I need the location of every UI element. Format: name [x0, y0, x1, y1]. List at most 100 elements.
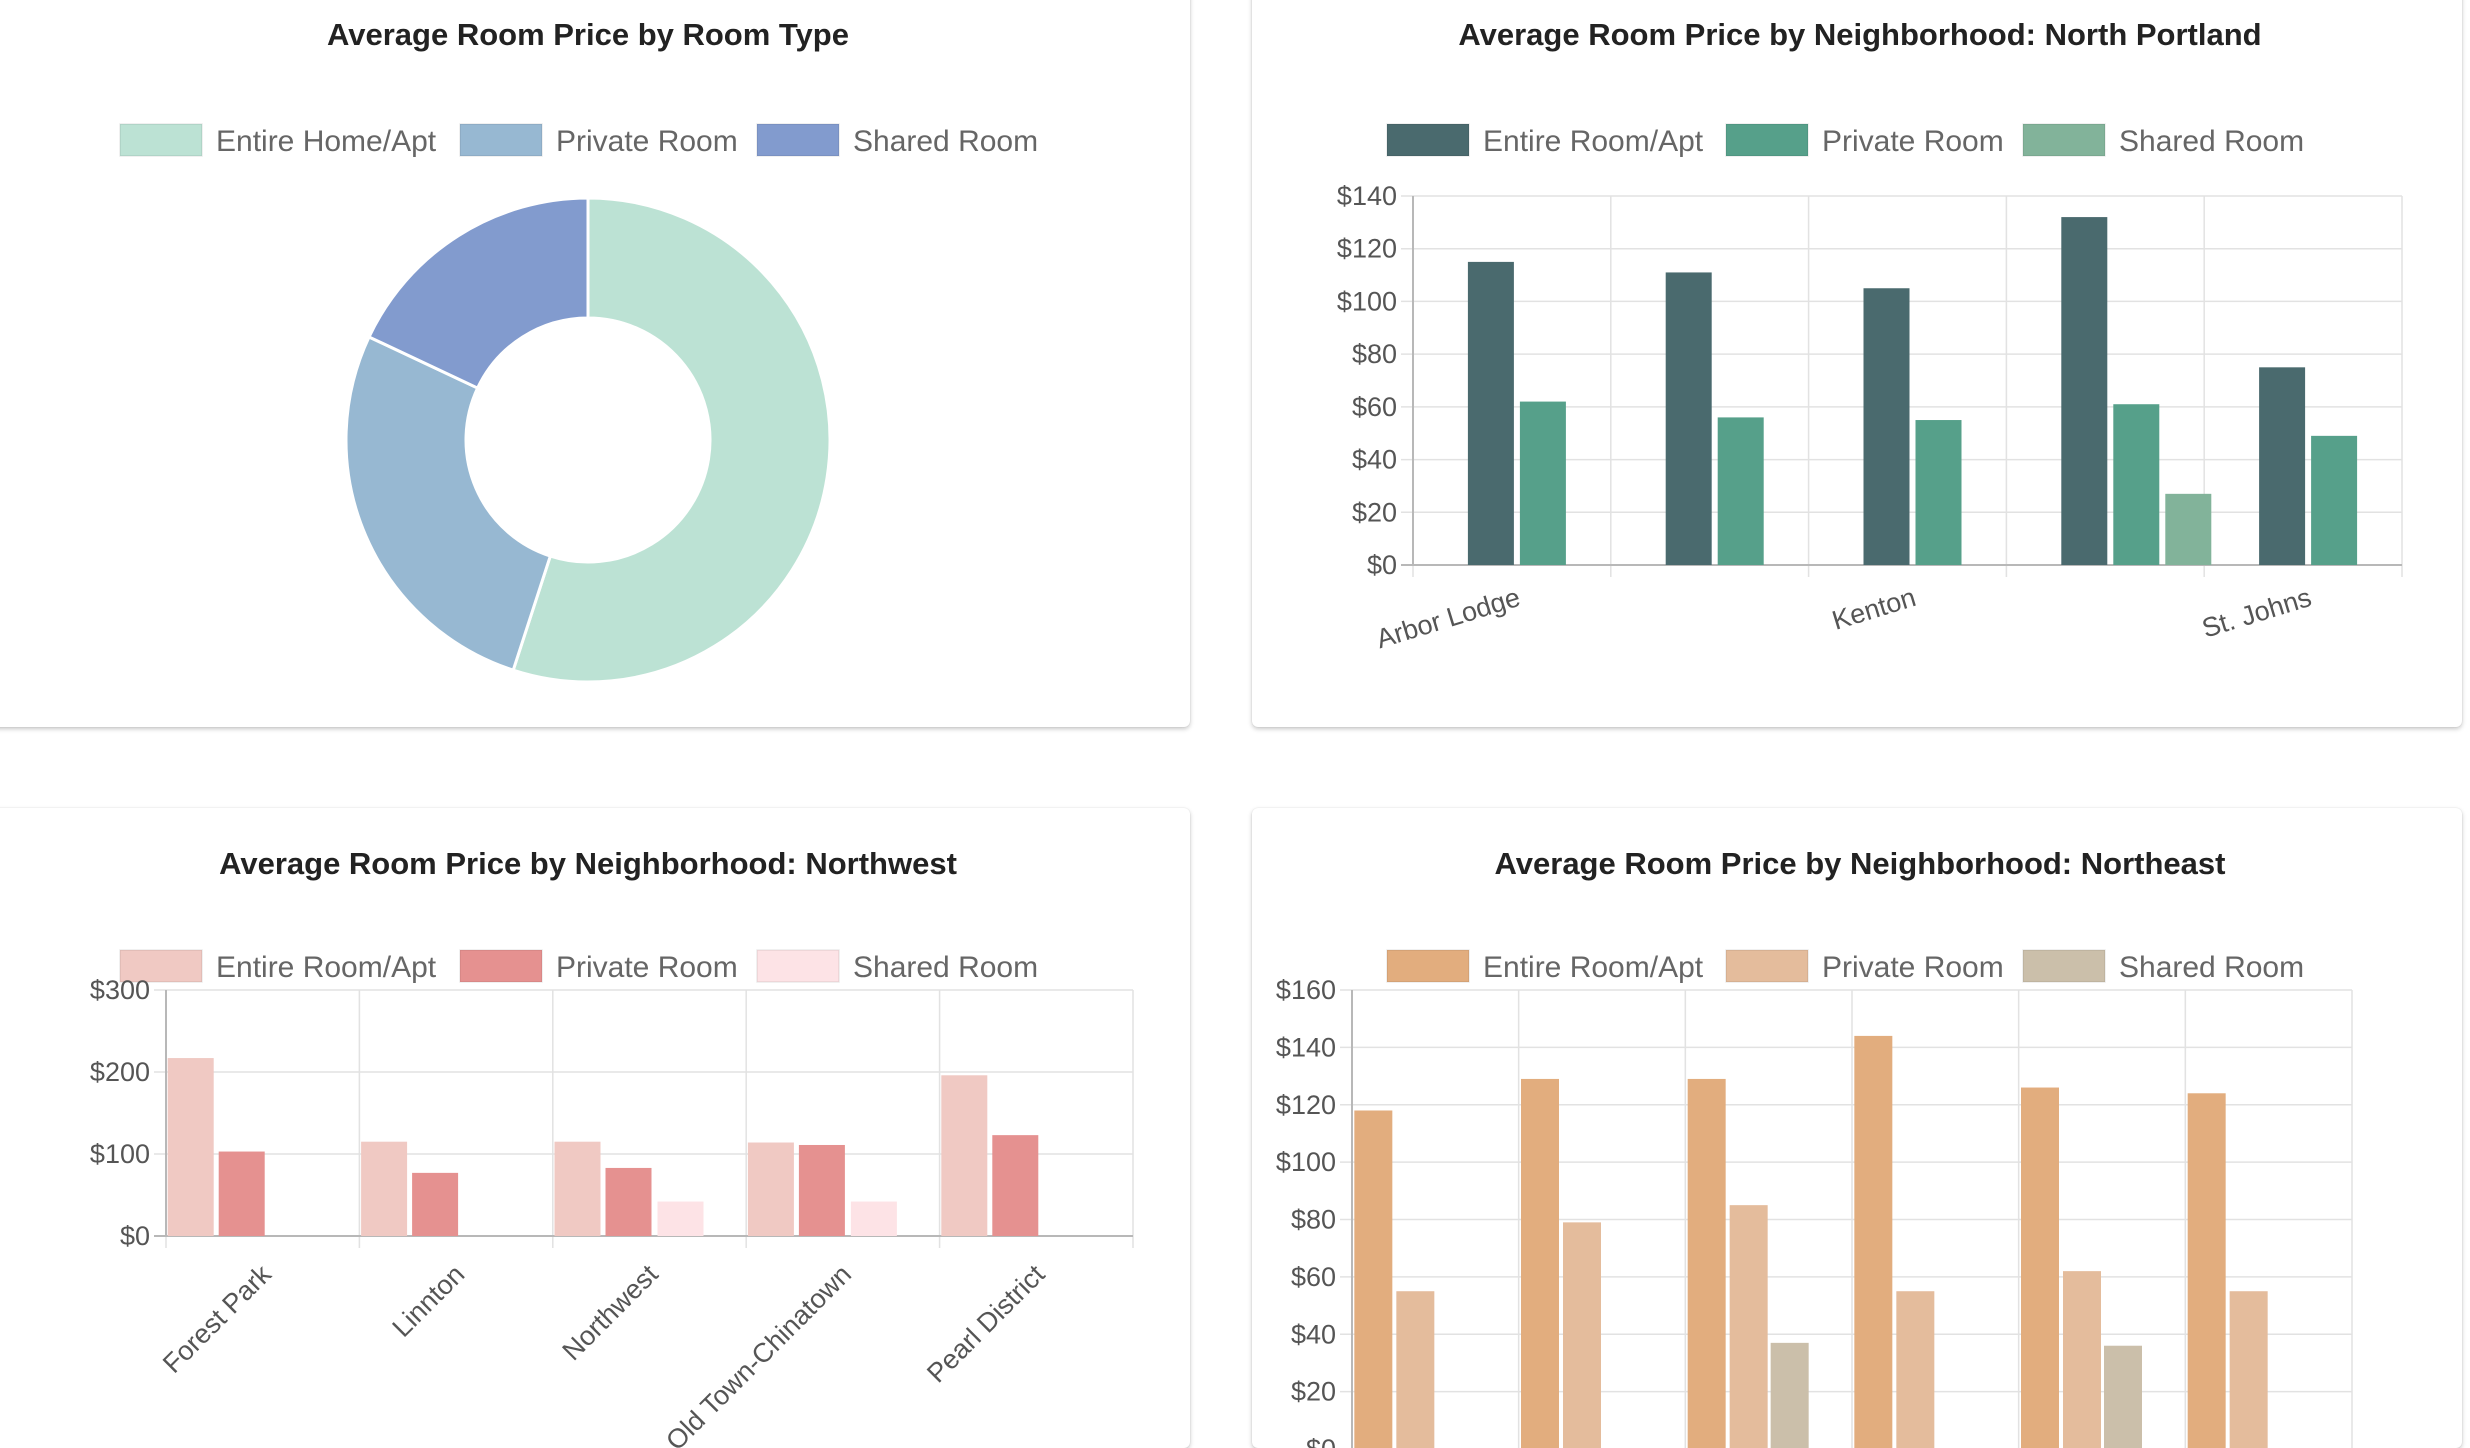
bar-entire-room-apt-group-4 [2061, 217, 2108, 566]
northwest-bar-chart: Average Room Price by Neighborhood: Nort… [90, 846, 1134, 1448]
north-portland-bar-chart: Average Room Price by Neighborhood: Nort… [1337, 17, 2403, 654]
y-tick-label: $80 [1291, 1205, 1336, 1235]
bar-private-room-st-johns [2311, 435, 2358, 565]
legend-swatch-private-room [459, 949, 543, 983]
y-tick-label: $80 [1352, 339, 1397, 369]
x-tick-label-pearl-district: Pearl District [921, 1259, 1051, 1389]
legend-label-shared-room: Shared Room [2119, 125, 2304, 158]
legend-label-entire-room-apt: Entire Room/Apt [216, 951, 437, 984]
bar-entire-room-apt-forest-park [167, 1058, 214, 1236]
room-type-doughnut-chart: Average Room Price by Room Type Entire Ho… [119, 17, 1038, 684]
bar-entire-room-apt-st-johns [2259, 367, 2306, 565]
bar-entire-room-apt-group-2 [1665, 272, 1712, 565]
bar-entire-room-apt-old-town-chinatown [747, 1142, 794, 1236]
legend-swatch-private-room [1725, 123, 1809, 157]
x-tick-label-arbor-lodge: Arbor Lodge [1373, 582, 1524, 654]
legend-label-entire-room-apt: Entire Room/Apt [1483, 951, 1704, 984]
y-tick-label: $0 [120, 1221, 150, 1251]
bar-private-room-arbor-lodge [1519, 401, 1566, 565]
bar-private-room-linnton [412, 1172, 459, 1236]
legend-label-entire-room-apt: Entire Room/Apt [1483, 125, 1704, 158]
bar-private-room-group-4 [2113, 404, 2160, 565]
bar-entire-room-apt-linnton [361, 1141, 408, 1236]
bar-private-room-group-6 [2229, 1291, 2268, 1448]
bar-shared-room-northwest [657, 1201, 704, 1236]
y-tick-label: $160 [1276, 975, 1336, 1005]
north-portland-chart-card: Average Room Price by Neighborhood: Nort… [1252, 0, 2462, 727]
bar-private-room-group-1 [1396, 1291, 1435, 1448]
y-tick-label: $60 [1352, 392, 1397, 422]
x-tick-label-linnton: Linnton [386, 1259, 470, 1343]
bar-entire-room-apt-group-2 [1521, 1078, 1559, 1448]
room-type-chart-card: Average Room Price by Room Type Entire Ho… [0, 0, 1190, 727]
bar-entire-room-apt-kenton [1863, 288, 1910, 565]
bar-private-room-pearl-district [992, 1135, 1039, 1236]
bar-private-room-group-3 [1729, 1205, 1768, 1448]
chart-title: Average Room Price by Neighborhood: Nort… [219, 846, 957, 881]
legend-swatch-entire-room-apt [1386, 949, 1470, 983]
legend-swatch-shared-room [2022, 123, 2106, 157]
bar-shared-room-group-3 [1770, 1342, 1809, 1448]
y-tick-label: $140 [1276, 1032, 1336, 1062]
x-tick-label-northwest: Northwest [557, 1259, 665, 1367]
legend-label-private-room: Private Room [1822, 125, 2004, 158]
y-tick-label: $200 [90, 1057, 150, 1087]
legend-label-shared-room: Shared Room [853, 951, 1038, 984]
x-tick-label-st-johns: St. Johns [2198, 582, 2314, 644]
bar-shared-room-group-4 [2165, 493, 2212, 565]
y-tick-label: $300 [90, 975, 150, 1005]
y-tick-label: $0 [1306, 1434, 1336, 1448]
y-tick-label: $120 [1276, 1090, 1336, 1120]
bar-entire-room-apt-group-1 [1354, 1110, 1393, 1448]
legend-swatch-private-room [459, 123, 543, 157]
chart-title: Average Room Price by Room Type [327, 17, 849, 52]
y-tick-label: $120 [1337, 234, 1397, 264]
y-tick-label: $100 [1337, 286, 1397, 316]
bar-private-room-group-4 [1896, 1291, 1935, 1448]
y-tick-label: $60 [1291, 1262, 1336, 1292]
bar-entire-room-apt-arbor-lodge [1467, 261, 1514, 565]
y-tick-label: $20 [1352, 497, 1397, 527]
y-tick-label: $140 [1337, 181, 1397, 211]
bar-entire-room-apt-group-3 [1687, 1078, 1726, 1448]
y-tick-label: $20 [1291, 1377, 1336, 1407]
y-tick-label: $0 [1367, 550, 1397, 580]
northeast-bar-chart: Average Room Price by Neighborhood: Nort… [1276, 846, 2353, 1448]
bar-shared-room-old-town-chinatown [850, 1201, 897, 1236]
bar-private-room-group-2 [1717, 417, 1764, 565]
chart-title: Average Room Price by Neighborhood: Nort… [1495, 846, 2226, 881]
bar-entire-room-apt-northwest [554, 1141, 601, 1236]
legend-label-entire-home-apt: Entire Home/Apt [216, 125, 437, 158]
bar-private-room-old-town-chinatown [798, 1144, 845, 1236]
bar-private-room-kenton [1915, 420, 1962, 565]
legend-swatch-shared-room [756, 123, 840, 157]
northwest-chart-card: Average Room Price by Neighborhood: Nort… [0, 808, 1190, 1448]
legend-label-shared-room: Shared Room [2119, 951, 2304, 984]
slice-entire-home-apt [511, 196, 832, 684]
x-tick-label-kenton: Kenton [1829, 582, 1920, 636]
bar-private-room-northwest [605, 1167, 652, 1236]
bar-private-room-group-5 [2063, 1271, 2101, 1448]
chart-title: Average Room Price by Neighborhood: Nort… [1458, 17, 2261, 52]
legend-label-private-room: Private Room [556, 951, 738, 984]
y-tick-label: $40 [1291, 1319, 1336, 1349]
y-tick-label: $100 [1276, 1147, 1336, 1177]
slice-private-room [344, 334, 553, 673]
legend-label-private-room: Private Room [556, 125, 738, 158]
y-tick-label: $40 [1352, 445, 1397, 475]
legend-swatch-entire-room-apt [1386, 123, 1470, 157]
bar-entire-room-apt-pearl-district [941, 1075, 988, 1236]
legend-swatch-entire-home-apt [119, 123, 203, 157]
y-tick-label: $100 [90, 1139, 150, 1169]
x-tick-label-forest-park: Forest Park [157, 1259, 277, 1379]
bar-private-room-group-2 [1563, 1222, 1601, 1448]
legend-swatch-shared-room [756, 949, 840, 983]
northeast-chart-card: Average Room Price by Neighborhood: Nort… [1252, 808, 2462, 1448]
legend-swatch-shared-room [2022, 949, 2106, 983]
legend-label-private-room: Private Room [1822, 951, 2004, 984]
bar-entire-room-apt-group-5 [2021, 1087, 2059, 1448]
slice-shared-room [367, 196, 590, 391]
bar-entire-room-apt-group-6 [2187, 1093, 2226, 1448]
legend-swatch-entire-room-apt [119, 949, 203, 983]
bar-shared-room-group-5 [2104, 1345, 2142, 1448]
